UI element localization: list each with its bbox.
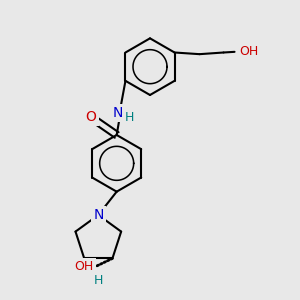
Text: N: N — [113, 106, 123, 120]
Text: OH: OH — [74, 260, 93, 273]
Text: H: H — [94, 274, 103, 286]
Text: OH: OH — [239, 45, 259, 58]
Text: O: O — [85, 110, 96, 124]
Text: H: H — [125, 111, 134, 124]
Text: N: N — [93, 208, 104, 222]
Text: O: O — [78, 260, 89, 274]
